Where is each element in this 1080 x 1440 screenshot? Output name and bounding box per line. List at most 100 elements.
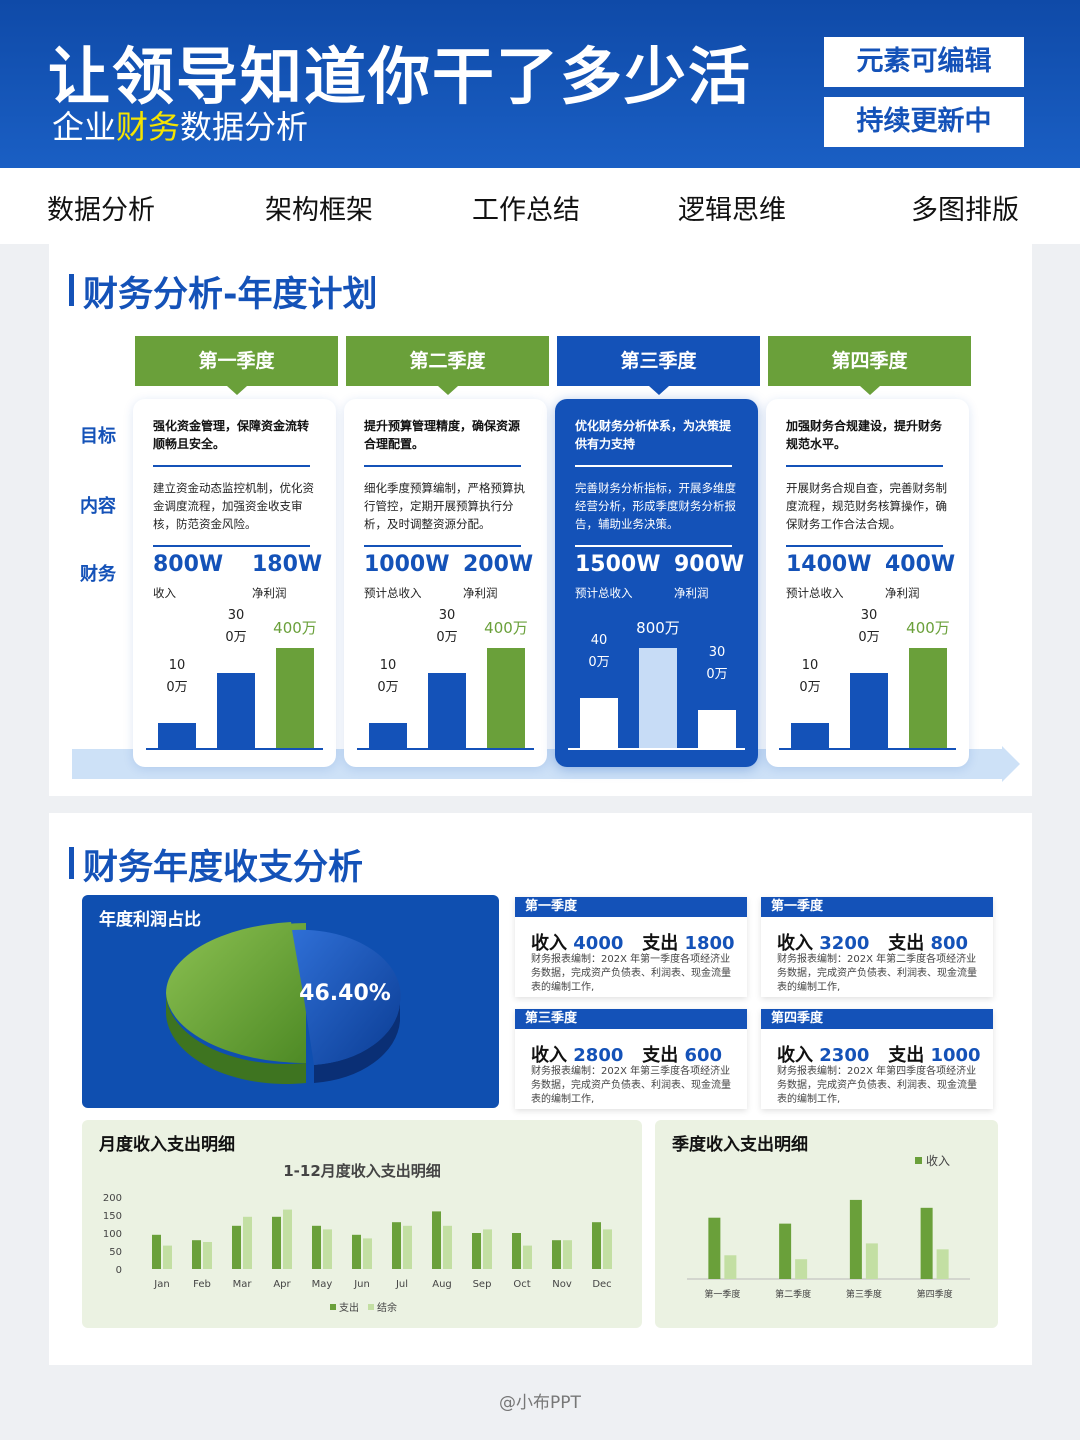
monthly-bar [592, 1222, 601, 1269]
divider [364, 545, 521, 547]
quarter-summary-card: 第一季度 收入 3200 支出 800 财务报表编制：202X 年第二季度各项经… [761, 897, 993, 997]
monthly-bar [472, 1233, 481, 1269]
x-tick-label: 第二季度 [775, 1288, 811, 1300]
quarter-summary-card: 第四季度 收入 2300 支出 1000 财务报表编制：202X 年第四季度各项… [761, 1009, 993, 1109]
quarterly-bar [920, 1207, 933, 1279]
mini-bar [909, 648, 947, 748]
quarter-profit-label: 净利润 [885, 586, 920, 600]
quarterly-bar [865, 1243, 878, 1279]
monthly-box-title: 月度收入支出明细 [99, 1135, 235, 1155]
quarter-summary-tag: 第三季度 [515, 1009, 747, 1029]
mini-bar-label: 100万 [799, 658, 821, 695]
expense-value: 800 [930, 933, 969, 954]
chart-baseline [568, 748, 745, 750]
quarter-profit: 180W [252, 552, 323, 577]
y-tick-label: 50 [109, 1247, 122, 1258]
pie-slice-rest-side [166, 993, 306, 1085]
legend-label: 收入 [926, 1154, 950, 1168]
monthly-bar [163, 1245, 172, 1269]
income-label: 收入 [777, 933, 813, 954]
expense-label: 支出 [642, 1045, 679, 1066]
quarter-summary-values: 收入 4000 支出 1800 [531, 929, 735, 955]
mini-bar-label: 400万 [588, 633, 610, 670]
quarter-profit-label: 净利润 [252, 586, 287, 600]
quarter-profit-label: 净利润 [674, 586, 709, 600]
x-tick-label: May [312, 1279, 333, 1290]
footer-credit: @小布PPT [499, 1393, 581, 1413]
monthly-bar [392, 1222, 401, 1269]
profit-pie-box: 年度利润占比 46.40% [82, 895, 499, 1108]
plan-section-title: 财务分析-年度计划 [69, 266, 378, 317]
quarter-profit: 200W [463, 552, 534, 577]
quarter-goal: 加强财务合规建设，提升财务规范水平。 [786, 419, 943, 451]
analysis-panel: 财务年度收支分析 年度利润占比 46.40% 第一季度 收入 4000 支出 1… [49, 813, 1032, 1365]
pie-slice-profit-side [314, 1003, 400, 1083]
mini-bar [580, 698, 618, 748]
divider [153, 465, 310, 467]
row-label-goal: 目标 [80, 426, 116, 447]
badge-updating: 持续更新中 [824, 97, 1024, 147]
quarter-summary-values: 收入 3200 支出 800 [777, 929, 968, 955]
expense-value: 1000 [930, 1045, 981, 1066]
quarter-summary-values: 收入 2800 支出 600 [531, 1041, 722, 1067]
quarterly-bar-chart: 第一季度 第二季度 第三季度 第四季度 收入 [687, 1154, 970, 1300]
quarter-summary-desc: 财务报表编制：202X 年第一季度各项经济业务数据，完成资产负债表、利润表、现金… [531, 954, 731, 993]
monthly-bar [552, 1240, 561, 1269]
y-tick-label: 150 [103, 1211, 122, 1222]
page-title: 让领导知道你干了多少活 [48, 40, 753, 113]
topic-nav: 数据分析 架构框架 工作总结 逻辑思维 多图排版 [0, 168, 1080, 244]
income-value: 3200 [819, 933, 870, 954]
mini-bar-label: 400万 [906, 619, 950, 637]
nav-item-data-analysis: 数据分析 [47, 195, 155, 226]
divider [153, 545, 310, 547]
x-tick-label: 第四季度 [917, 1288, 953, 1300]
mini-bar [428, 673, 466, 748]
subtitle-highlight: 财务 [116, 108, 181, 146]
quarterly-bar [724, 1255, 737, 1279]
y-tick-label: 0 [116, 1265, 122, 1276]
x-tick-label: Feb [193, 1279, 211, 1290]
divider [575, 545, 732, 547]
quarter-revenue-label: 预计总收入 [364, 586, 422, 600]
monthly-bar [203, 1242, 212, 1269]
x-tick-label: 第三季度 [846, 1288, 882, 1300]
monthly-bar [243, 1216, 252, 1269]
quarterly-chart-box: 季度收入支出明细 第一季度 第二季度 第三季度 第四季度 收入 [655, 1120, 998, 1328]
monthly-bar [443, 1225, 452, 1269]
mini-bar [158, 723, 196, 748]
quarter-header-q3: 第三季度 [557, 336, 760, 395]
pie-slice-rest-top [166, 922, 306, 1063]
legend-swatch [330, 1304, 336, 1310]
mini-bar [487, 648, 525, 748]
monthly-bar [352, 1234, 361, 1269]
quarter-summary-desc: 财务报表编制：202X 年第二季度各项经济业务数据，完成资产负债表、利润表、现金… [777, 954, 977, 993]
expense-label: 支出 [888, 933, 925, 954]
mini-bar [850, 673, 888, 748]
monthly-bar-chart: 1-12月度收入支出明细 0 50 100 150 200 Jan Feb Mar Apr May J… [103, 1162, 612, 1314]
quarter-revenue-label: 预计总收入 [786, 586, 844, 600]
x-tick-label: Jul [395, 1279, 408, 1290]
quarter-summary-card: 第三季度 收入 2800 支出 600 财务报表编制：202X 年第三季度各项经… [515, 1009, 747, 1109]
quarterly-bar [936, 1249, 949, 1279]
chart-baseline [146, 748, 323, 750]
row-label-content: 内容 [80, 496, 116, 517]
divider [575, 465, 732, 467]
x-tick-label: Mar [233, 1279, 253, 1290]
income-value: 2300 [819, 1045, 870, 1066]
legend-swatch [368, 1304, 374, 1310]
mini-bar [276, 648, 314, 748]
quarter-card-q2: 提升预算管理精度，确保资源合理配置。 细化季度预算编制，严格预算执行管控，定期开… [344, 399, 547, 767]
income-value: 4000 [573, 933, 624, 954]
monthly-chart-title: 1-12月度收入支出明细 [283, 1162, 441, 1180]
x-tick-label: Sep [473, 1279, 492, 1290]
quarter-profit-label: 净利润 [463, 586, 498, 600]
analysis-section-title: 财务年度收支分析 [69, 839, 363, 890]
pie-value-label: 46.40% [299, 981, 391, 1006]
mini-bar [369, 723, 407, 748]
expense-value: 1800 [684, 933, 735, 954]
quarter-goal: 优化财务分析体系，为决策提供有力支持 [575, 419, 732, 451]
quarter-content: 开展财务合规自查，完善财务制度流程，规范财务核算操作，确保财务工作合法合规。 [786, 481, 947, 531]
divider [786, 545, 943, 547]
quarter-profit: 400W [885, 552, 956, 577]
quarter-card-q1: 强化资金管理，保障资金流转顺畅且安全。 建立资金动态监控机制，优化资金调度流程，… [133, 399, 336, 767]
